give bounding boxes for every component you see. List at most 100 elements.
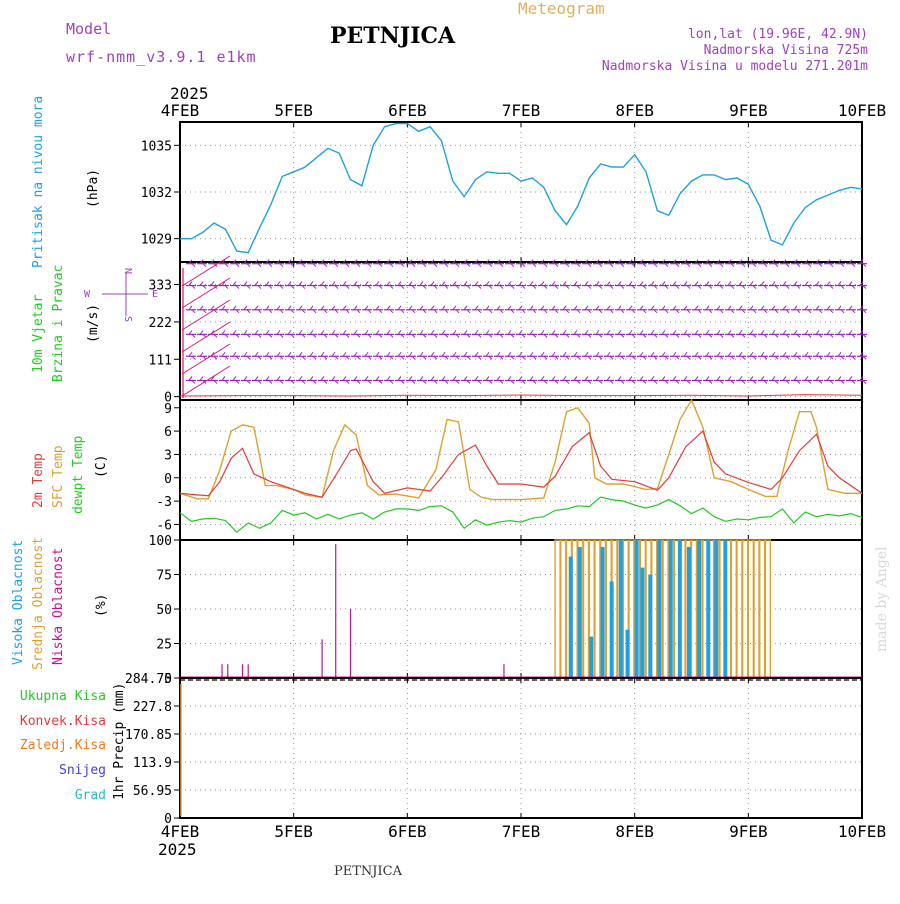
wind-barb-flag	[793, 281, 798, 286]
wind-barb-flag	[716, 376, 721, 381]
wind-barb-flag	[793, 259, 798, 264]
wind-barb-flag	[345, 263, 350, 268]
wind-barb-flag	[246, 334, 251, 338]
wind-barb-flag	[587, 380, 592, 384]
wind-barb-flag	[719, 380, 724, 384]
top-date-label: 9FEB	[729, 101, 768, 120]
wind-barb-flag	[540, 305, 545, 311]
wind-barb-flag	[650, 351, 655, 357]
wind-barb-flag	[353, 259, 358, 264]
wind-barb-flag	[628, 330, 633, 335]
wind-barb-flag	[565, 285, 570, 289]
wind-barb-flag	[301, 355, 306, 360]
wind-barb-flag	[356, 309, 361, 314]
wind-barb-flag	[727, 259, 732, 264]
wind-barb-flag	[664, 309, 669, 314]
wind-barb-flag	[188, 305, 193, 311]
wind-barb-flag	[543, 380, 548, 384]
wind-barb-flag	[584, 281, 589, 286]
wind-barb-flag	[639, 330, 644, 335]
wind-barb-flag	[774, 309, 779, 314]
wind-barb-flag	[279, 380, 284, 384]
wind-barb-flag	[595, 259, 600, 264]
wind-barb-flag	[430, 351, 435, 357]
wind-barb-flag	[617, 351, 622, 357]
wind-barb-flag	[840, 263, 845, 268]
wind-barb-flag	[529, 259, 534, 264]
wind-barb-flag	[474, 281, 479, 286]
y-tick-label: -6	[156, 518, 172, 533]
wind-barb-flag	[650, 281, 655, 286]
wind-barb-flag	[672, 376, 677, 381]
wind-barb-flag	[386, 376, 391, 381]
wind-barb-flag	[323, 285, 328, 289]
wind-barb-flag	[455, 285, 460, 289]
high-cloud-bar	[714, 540, 719, 678]
top-date-label: 10FEB	[838, 101, 886, 120]
wind-barb-flag	[243, 376, 248, 381]
wind-barb-flag	[551, 330, 556, 335]
wind-barb-flag	[221, 259, 226, 264]
wind-barb-flag	[705, 376, 710, 381]
wind-barb-flag	[653, 380, 658, 384]
y-tick-label: 75	[156, 569, 172, 584]
wind-speed-line	[179, 394, 863, 397]
wind-barb-flag	[485, 281, 490, 286]
wind-barb-flag	[411, 309, 416, 314]
wind-barb-flag	[221, 376, 226, 381]
wind-barb-flag	[301, 263, 306, 268]
wind-barb-flag	[573, 330, 578, 335]
wind-barb-flag	[287, 281, 292, 286]
wind-barb-flag	[210, 305, 215, 311]
wind-barb-flag	[221, 351, 226, 357]
wind-barb-flag	[521, 334, 526, 338]
coords-label: lon,lat (19.96E, 42.9N)	[688, 27, 868, 42]
high-cloud-bar	[568, 556, 573, 678]
precip-panel: 0 56.95 113.9 170.85 227.8 284.75	[125, 672, 863, 827]
wind-barb-flag	[815, 281, 820, 286]
wind-barb-flag	[276, 281, 281, 286]
wind-barb-flag	[477, 355, 482, 360]
wind-barb-flag	[752, 285, 757, 289]
wind-barb-flag	[488, 309, 493, 314]
wind-barb-flag	[532, 285, 537, 289]
wind-barb-flag	[331, 259, 336, 264]
wind-barb-flag	[499, 285, 504, 289]
wind-barb-flag	[741, 285, 746, 289]
wind-barb-flag	[246, 380, 251, 384]
wind-barb-flag	[807, 263, 812, 268]
wind-barb-flag	[862, 263, 867, 268]
wind-barb-flag	[518, 330, 523, 335]
compass-s: S	[122, 316, 133, 322]
y-tick-label: 111	[149, 353, 172, 368]
wind-barb-flag	[323, 355, 328, 360]
wind-barb-flag	[452, 351, 457, 357]
wind-barb-flag	[507, 259, 512, 264]
wind-barb-flag	[686, 334, 691, 338]
wind-barb-flag	[309, 259, 314, 264]
wind-barb-flag	[254, 330, 259, 335]
wind-barb-flag	[719, 285, 724, 289]
wind-barb-flag	[727, 376, 732, 381]
wind-barb-flag	[609, 285, 614, 289]
wind-barb-flag	[631, 309, 636, 314]
top-date-label: 8FEB	[615, 101, 654, 120]
wind-barb-flag	[529, 305, 534, 311]
high-cloud-bar	[618, 540, 623, 678]
y-tick-label: 1035	[141, 139, 172, 154]
wind-barb-flag	[455, 334, 460, 338]
wind-barb-flag	[598, 355, 603, 360]
wind-barb-flag	[543, 334, 548, 338]
wind-barb-flag	[496, 351, 501, 357]
wind-barb-flag	[254, 376, 259, 381]
wind-barb-flag	[452, 330, 457, 335]
wind-barb-flag	[345, 334, 350, 338]
wind-barb-flag	[760, 330, 765, 335]
2m-temp-line	[179, 430, 863, 498]
wind-barb-flag	[320, 281, 325, 286]
wind-barb-flag	[397, 376, 402, 381]
wind-barb-flag	[837, 376, 842, 381]
wind-barb-flag	[675, 334, 680, 338]
wind-barb-flag	[807, 380, 812, 384]
wind-barb-flag	[760, 305, 765, 311]
